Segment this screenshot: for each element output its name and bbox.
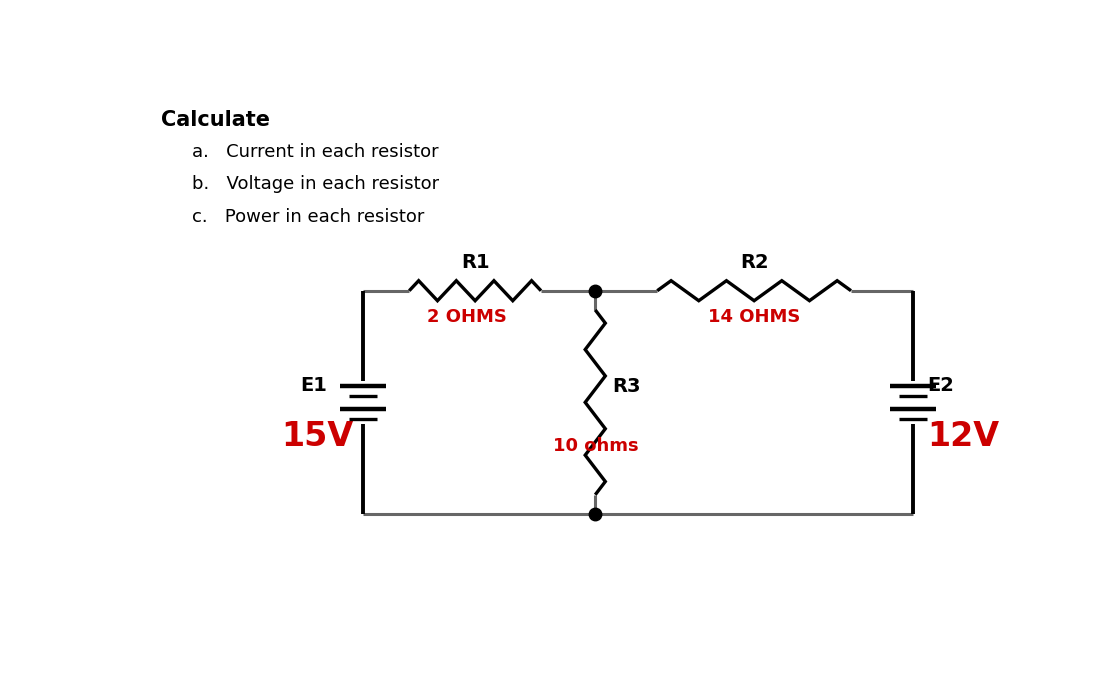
Text: R2: R2 [740,253,768,273]
Text: 15V: 15V [282,420,353,453]
Text: 12V: 12V [927,420,999,453]
Text: 14 OHMS: 14 OHMS [708,308,800,326]
Text: R3: R3 [613,377,640,397]
Text: Calculate: Calculate [161,110,270,130]
Text: E1: E1 [300,376,328,395]
Text: a.   Current in each resistor: a. Current in each resistor [192,143,439,161]
Text: 10 ohms: 10 ohms [553,437,638,455]
Text: 2 OHMS: 2 OHMS [427,308,508,326]
Text: b.   Voltage in each resistor: b. Voltage in each resistor [192,175,439,193]
Text: c.   Power in each resistor: c. Power in each resistor [192,208,425,226]
Text: E2: E2 [927,376,954,395]
Text: R1: R1 [460,253,489,273]
